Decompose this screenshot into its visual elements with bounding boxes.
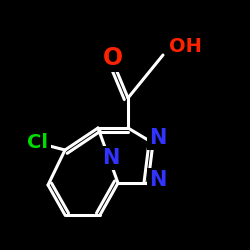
Text: Cl: Cl (28, 134, 48, 152)
Text: OH: OH (168, 38, 202, 56)
Text: O: O (103, 46, 123, 70)
Text: N: N (149, 170, 167, 190)
Text: N: N (149, 128, 167, 148)
Text: N: N (102, 148, 120, 168)
